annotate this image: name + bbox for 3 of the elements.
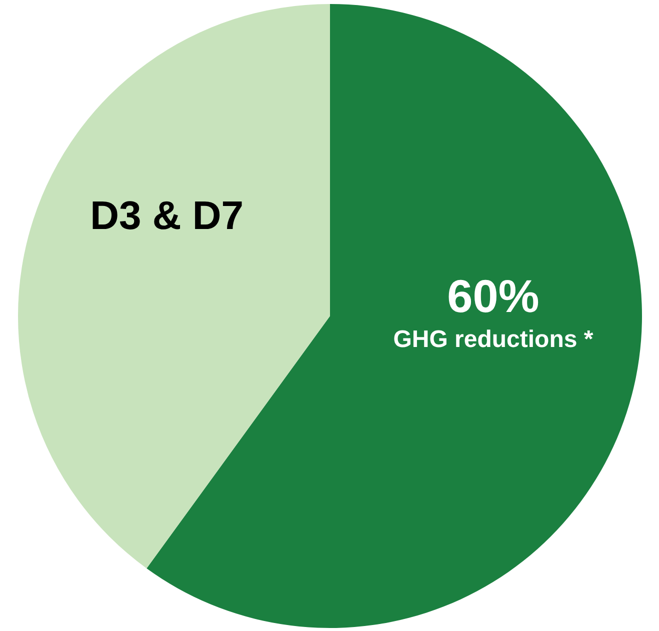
slice-label: D3 & D7 xyxy=(90,194,244,238)
data-label: 60% xyxy=(447,270,540,322)
slice-label: GHG reductions * xyxy=(393,326,594,354)
